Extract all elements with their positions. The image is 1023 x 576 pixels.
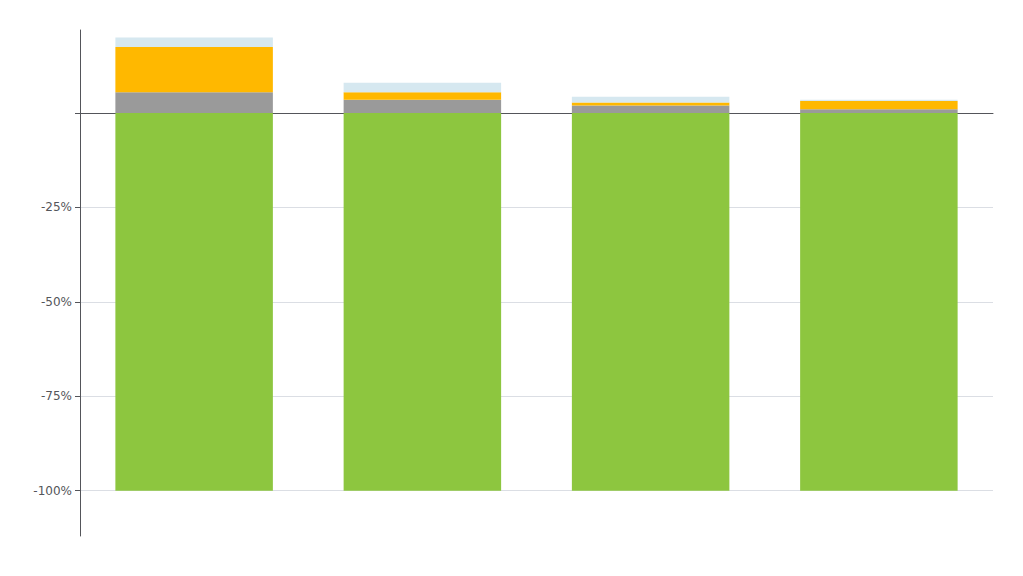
svg-text:-50%: -50% — [41, 295, 72, 309]
svg-text:-100%: -100% — [33, 484, 72, 498]
svg-text:-25%: -25% — [41, 200, 72, 214]
svg-text:-75%: -75% — [41, 389, 72, 403]
